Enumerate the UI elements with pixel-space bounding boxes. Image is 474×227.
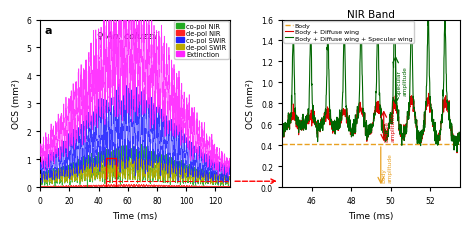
- Body: [457, 143, 463, 146]
- Y-axis label: OCS (mm²): OCS (mm²): [246, 79, 255, 129]
- Body + Diffuse wing: [454, 152, 460, 155]
- Text: Body
amplitude: Body amplitude: [382, 153, 392, 182]
- Body + Diffuse wing + Specular wing: [279, 131, 285, 134]
- Text: b: b: [285, 25, 293, 35]
- Body + Diffuse wing + Specular wing: [356, 109, 361, 111]
- Body + Diffuse wing: [326, 110, 331, 113]
- Body + Diffuse wing + Specular wing: [299, 121, 304, 123]
- Body + Diffuse wing: [413, 123, 419, 126]
- Line: Body + Diffuse wing + Specular wing: Body + Diffuse wing + Specular wing: [282, 20, 460, 152]
- Body + Diffuse wing: [433, 130, 438, 133]
- Body: [413, 143, 419, 146]
- Body + Diffuse wing: [426, 93, 431, 95]
- Text: Diffuse
amplitude: Diffuse amplitude: [385, 111, 395, 141]
- Body: [326, 143, 331, 146]
- Text: ♀ An. coluzzii: ♀ An. coluzzii: [97, 32, 157, 41]
- Text: Specular
amplitude: Specular amplitude: [397, 66, 407, 96]
- X-axis label: Time (ms): Time (ms): [112, 211, 158, 220]
- Body: [406, 143, 411, 146]
- Title: NIR Band: NIR Band: [347, 10, 395, 20]
- Body + Diffuse wing: [406, 108, 411, 111]
- Body + Diffuse wing + Specular wing: [413, 119, 419, 122]
- Body + Diffuse wing + Specular wing: [457, 139, 463, 142]
- Body + Diffuse wing + Specular wing: [291, 19, 296, 22]
- Body: [299, 143, 304, 146]
- Body: [355, 143, 361, 146]
- Bar: [106, 158, 116, 187]
- Body + Diffuse wing: [355, 116, 361, 119]
- Body + Diffuse wing: [457, 140, 463, 143]
- Text: a: a: [44, 25, 52, 35]
- Body: [433, 143, 438, 146]
- Body + Diffuse wing + Specular wing: [406, 118, 411, 121]
- Body + Diffuse wing + Specular wing: [326, 49, 331, 52]
- Body: [279, 143, 285, 146]
- Legend: co-pol NIR, de-pol NIR, co-pol SWIR, de-pol SWIR, Extinction: co-pol NIR, de-pol NIR, co-pol SWIR, de-…: [174, 22, 228, 60]
- Line: Body + Diffuse wing: Body + Diffuse wing: [282, 94, 460, 153]
- Body + Diffuse wing: [279, 132, 285, 135]
- Body + Diffuse wing + Specular wing: [433, 130, 438, 133]
- X-axis label: Time (ms): Time (ms): [348, 211, 393, 220]
- Y-axis label: OCS (mm²): OCS (mm²): [12, 79, 21, 129]
- Body + Diffuse wing: [299, 124, 304, 127]
- Legend: Body, Body + Diffuse wing, Body + Diffuse wing + Specular wing: Body, Body + Diffuse wing, Body + Diffus…: [283, 22, 414, 43]
- Body + Diffuse wing + Specular wing: [454, 151, 460, 153]
